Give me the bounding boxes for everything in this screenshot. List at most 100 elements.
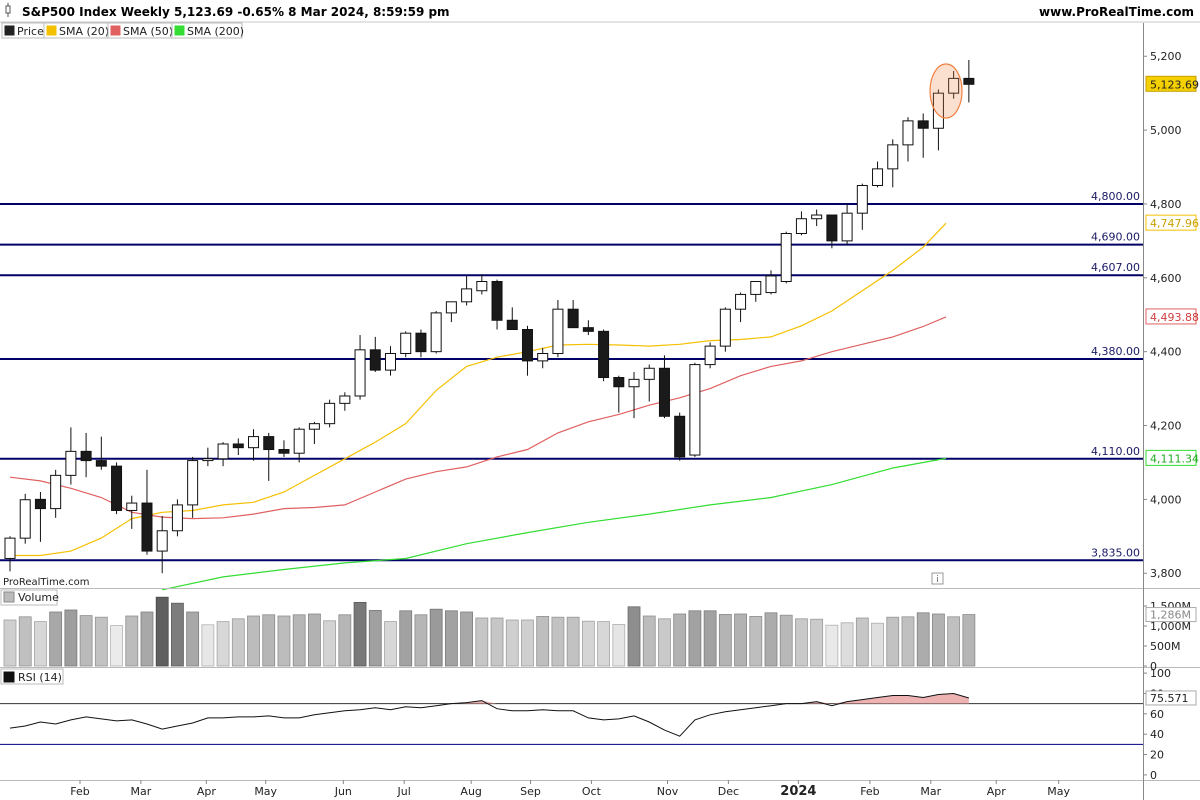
price-pane[interactable]: 4,800.00 4,690.00 4,607.00 4,380.00 4,110.00… (0, 59, 1143, 591)
volume-bar[interactable] (171, 602, 184, 667)
candle[interactable] (948, 77, 960, 94)
volume-bar[interactable] (3, 619, 17, 667)
site-url[interactable]: www.ProRealTime.com (1039, 5, 1194, 19)
candle[interactable] (263, 436, 275, 451)
volume-bar[interactable] (810, 618, 824, 667)
volume-bar[interactable] (734, 613, 747, 667)
volume-bar[interactable] (962, 614, 976, 667)
candle[interactable] (461, 288, 473, 303)
volume-bar[interactable] (216, 621, 230, 667)
volume-bar[interactable] (505, 619, 519, 667)
volume-bar[interactable] (399, 610, 413, 667)
candle[interactable] (202, 458, 214, 462)
sma20-line[interactable] (10, 222, 947, 557)
candle[interactable] (308, 423, 320, 430)
volume-bar[interactable] (94, 616, 108, 667)
candle[interactable] (521, 329, 533, 362)
volume-bar[interactable] (307, 613, 321, 667)
sma50-line[interactable] (9, 316, 947, 520)
volume-bar[interactable] (795, 618, 808, 667)
candle[interactable] (354, 349, 366, 397)
volume-bar[interactable] (277, 615, 291, 667)
volume-legend-box[interactable] (0, 589, 58, 606)
candle[interactable] (872, 168, 884, 186)
volume-bar[interactable] (231, 618, 245, 667)
candle[interactable] (780, 232, 792, 282)
volume-bar[interactable] (521, 619, 534, 667)
volume-bar[interactable] (262, 614, 276, 667)
volume-bar[interactable] (338, 614, 352, 667)
volume-bar[interactable] (247, 615, 260, 667)
candle[interactable] (65, 450, 77, 476)
candle[interactable] (856, 184, 868, 214)
candle[interactable] (445, 301, 457, 314)
candle[interactable] (187, 460, 199, 506)
rsi-legend-box[interactable] (0, 668, 64, 685)
volume-bar[interactable] (886, 616, 900, 667)
candle[interactable] (400, 332, 412, 355)
legend-item-box[interactable] (171, 22, 243, 39)
volume-bar[interactable] (460, 611, 474, 667)
candle[interactable] (339, 395, 351, 404)
candle[interactable] (126, 502, 138, 511)
volume-bar[interactable] (779, 614, 793, 667)
volume-bar[interactable] (155, 596, 169, 667)
candle[interactable] (826, 214, 838, 242)
candle[interactable] (476, 280, 488, 292)
volume-bar[interactable] (353, 602, 367, 667)
candle[interactable] (95, 460, 107, 467)
candle[interactable] (628, 378, 640, 388)
candle[interactable] (537, 353, 549, 362)
volume-bar[interactable] (323, 620, 337, 667)
rsi-pane[interactable]: RSI (14) (0, 668, 1143, 745)
volume-bar[interactable] (368, 610, 382, 667)
candle[interactable] (232, 443, 244, 449)
volume-bar[interactable] (414, 614, 428, 667)
volume-bar[interactable] (764, 612, 778, 667)
volume-bar[interactable] (597, 621, 610, 667)
volume-bar[interactable] (34, 621, 47, 667)
volume-bar[interactable] (475, 617, 489, 667)
volume-bar[interactable] (64, 609, 78, 667)
volume-bar[interactable] (140, 611, 154, 667)
candle[interactable] (248, 436, 260, 449)
candle[interactable] (750, 280, 762, 295)
volume-bar[interactable] (916, 612, 930, 667)
candle[interactable] (598, 330, 610, 379)
volume-bar[interactable] (490, 617, 504, 667)
candle[interactable] (704, 345, 716, 366)
candle[interactable] (613, 377, 625, 388)
volume-bar[interactable] (292, 614, 306, 667)
candle[interactable] (369, 349, 381, 371)
price-legend[interactable]: Price SMA (20) SMA (50) SMA (200) (1, 22, 244, 39)
candle[interactable] (278, 449, 290, 454)
volume-bar[interactable] (110, 625, 123, 667)
candle[interactable] (4, 537, 16, 559)
candle[interactable] (674, 415, 686, 458)
candle[interactable] (917, 120, 929, 129)
candle[interactable] (111, 465, 123, 511)
candle[interactable] (963, 77, 975, 85)
volume-bar[interactable] (566, 616, 580, 667)
volume-bar[interactable] (627, 606, 641, 667)
candle[interactable] (80, 450, 92, 462)
volume-bar[interactable] (125, 615, 139, 667)
volume-bar[interactable] (49, 611, 63, 667)
volume-bar[interactable] (749, 616, 763, 667)
candle[interactable] (658, 367, 670, 417)
volume-bar[interactable] (840, 622, 854, 667)
volume-bar[interactable] (429, 608, 443, 667)
volume-bar[interactable] (186, 611, 200, 667)
candle[interactable] (552, 308, 564, 355)
candle[interactable] (582, 327, 594, 332)
candle[interactable] (324, 402, 336, 425)
volume-bar[interactable] (688, 610, 702, 667)
volume-bar[interactable] (612, 624, 626, 667)
volume-bar[interactable] (703, 610, 717, 667)
volume-bar[interactable] (642, 615, 656, 667)
volume-bar[interactable] (79, 615, 93, 667)
candle[interactable] (765, 275, 777, 294)
volume-bar[interactable] (18, 616, 32, 667)
volume-bar[interactable] (855, 617, 869, 667)
candle[interactable] (50, 474, 62, 510)
